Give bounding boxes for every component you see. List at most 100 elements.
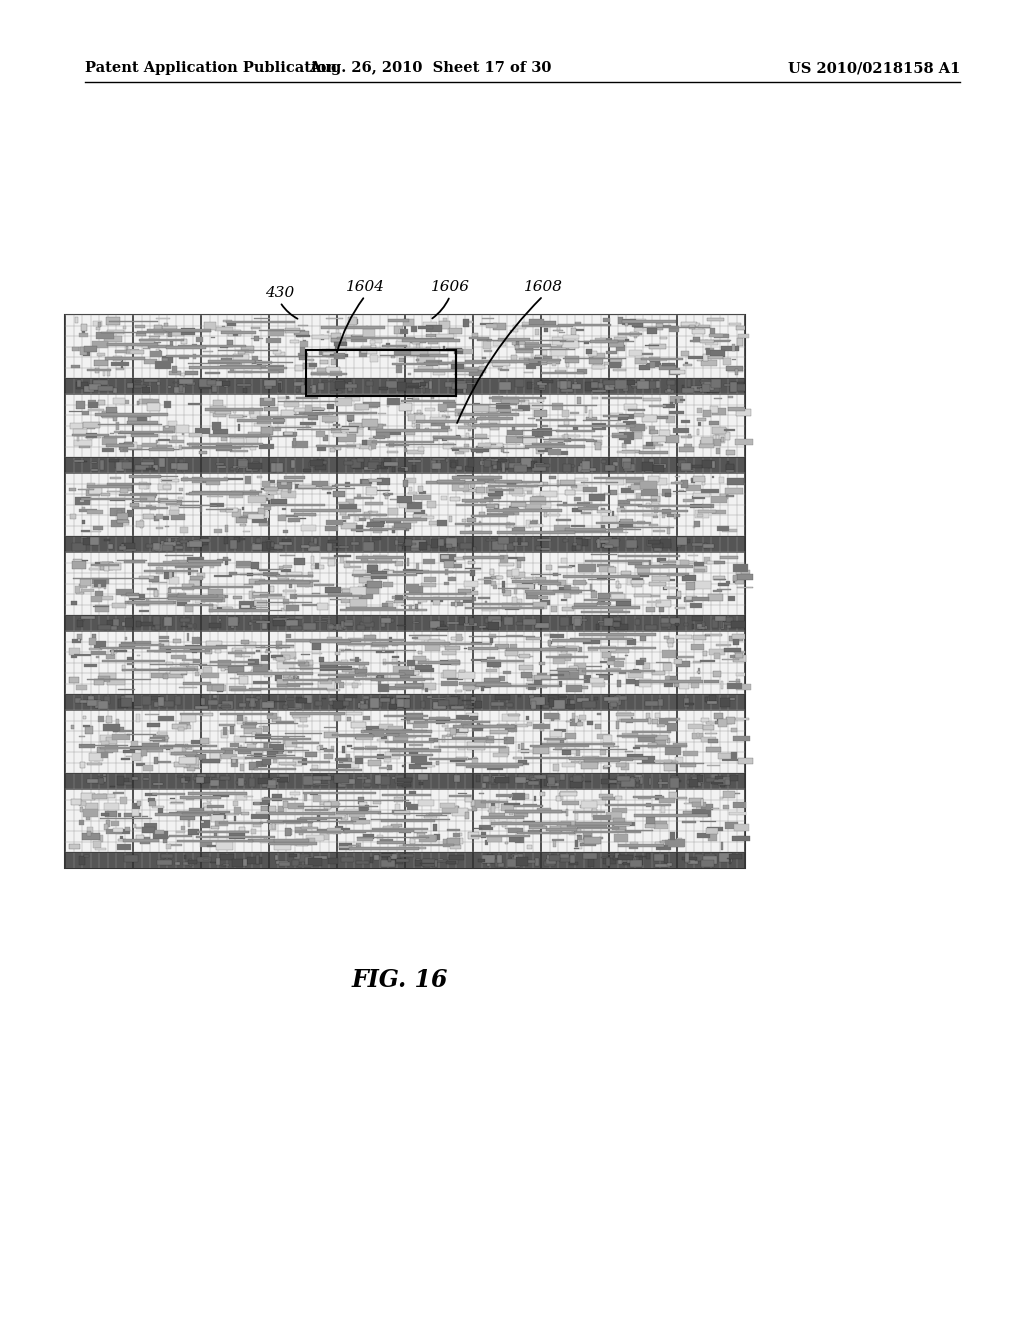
Bar xyxy=(675,684,682,686)
Bar xyxy=(571,525,585,527)
Bar xyxy=(258,495,273,500)
Bar xyxy=(370,438,375,440)
Bar xyxy=(409,374,411,375)
Bar xyxy=(256,697,261,698)
Bar xyxy=(209,610,268,612)
Bar xyxy=(202,697,205,705)
Bar xyxy=(493,366,504,367)
Bar xyxy=(654,713,659,718)
Bar xyxy=(663,510,665,517)
Bar xyxy=(106,317,120,325)
Bar xyxy=(286,739,298,747)
Bar xyxy=(209,605,213,611)
Bar xyxy=(512,409,523,412)
Bar xyxy=(283,801,288,808)
Bar xyxy=(72,347,79,351)
Bar xyxy=(637,568,650,573)
Bar xyxy=(542,482,548,486)
Bar xyxy=(250,446,256,450)
Bar xyxy=(553,764,559,771)
Bar xyxy=(609,591,623,597)
Bar xyxy=(370,528,406,531)
Bar xyxy=(713,510,726,513)
Bar xyxy=(542,502,551,508)
Bar xyxy=(575,822,632,825)
Bar xyxy=(663,488,671,496)
Bar xyxy=(220,510,231,512)
Bar xyxy=(577,502,591,504)
Bar xyxy=(606,858,610,866)
Bar xyxy=(256,762,267,767)
Bar xyxy=(512,854,523,861)
Bar xyxy=(351,528,388,531)
Bar xyxy=(133,824,136,828)
Bar xyxy=(169,812,178,814)
Bar xyxy=(573,426,579,430)
Bar xyxy=(732,359,736,360)
Bar xyxy=(668,639,673,647)
Bar xyxy=(492,396,503,403)
Bar xyxy=(441,673,454,678)
Bar xyxy=(417,833,425,838)
Bar xyxy=(515,379,523,387)
Bar xyxy=(289,668,358,669)
Bar xyxy=(98,715,103,722)
Bar xyxy=(717,719,733,722)
Bar xyxy=(477,477,495,483)
Bar xyxy=(489,813,505,818)
Bar xyxy=(570,327,577,335)
Bar xyxy=(471,697,476,704)
Bar xyxy=(494,418,498,425)
Bar xyxy=(393,326,402,334)
Bar xyxy=(547,783,559,787)
Bar xyxy=(377,841,404,845)
Bar xyxy=(255,734,270,739)
Bar xyxy=(181,777,187,783)
Bar xyxy=(696,733,699,737)
Bar xyxy=(618,433,634,440)
Bar xyxy=(696,323,700,327)
Bar xyxy=(392,640,402,644)
Bar xyxy=(612,511,614,516)
Bar xyxy=(136,620,141,627)
Bar xyxy=(341,589,354,590)
Bar xyxy=(376,557,392,564)
Bar xyxy=(670,779,679,788)
Bar xyxy=(503,590,511,595)
Bar xyxy=(481,832,486,838)
Bar xyxy=(499,747,509,755)
Bar xyxy=(341,649,416,651)
Bar xyxy=(669,543,671,549)
Bar xyxy=(735,370,737,375)
Bar xyxy=(381,820,435,822)
Bar xyxy=(71,601,77,605)
Bar xyxy=(328,492,331,494)
Bar xyxy=(399,403,413,411)
Bar xyxy=(731,836,750,841)
Bar xyxy=(580,805,597,808)
Bar xyxy=(677,590,681,597)
Bar xyxy=(653,506,657,513)
Bar xyxy=(398,546,402,550)
Bar xyxy=(553,659,565,664)
Bar xyxy=(284,529,289,533)
Bar xyxy=(311,642,322,649)
Bar xyxy=(221,437,227,441)
Bar xyxy=(550,675,563,676)
Bar xyxy=(76,401,85,409)
Bar xyxy=(224,813,239,814)
Bar xyxy=(334,705,346,708)
Bar xyxy=(646,607,655,612)
Bar xyxy=(416,609,427,611)
Bar xyxy=(708,385,719,393)
Bar xyxy=(490,461,500,465)
Bar xyxy=(445,459,449,462)
Bar xyxy=(84,346,96,351)
Bar xyxy=(472,371,482,374)
Bar xyxy=(622,779,635,787)
Bar xyxy=(371,645,388,647)
Bar xyxy=(597,539,600,548)
Bar xyxy=(230,450,248,453)
Bar xyxy=(410,838,415,845)
Bar xyxy=(729,854,741,859)
